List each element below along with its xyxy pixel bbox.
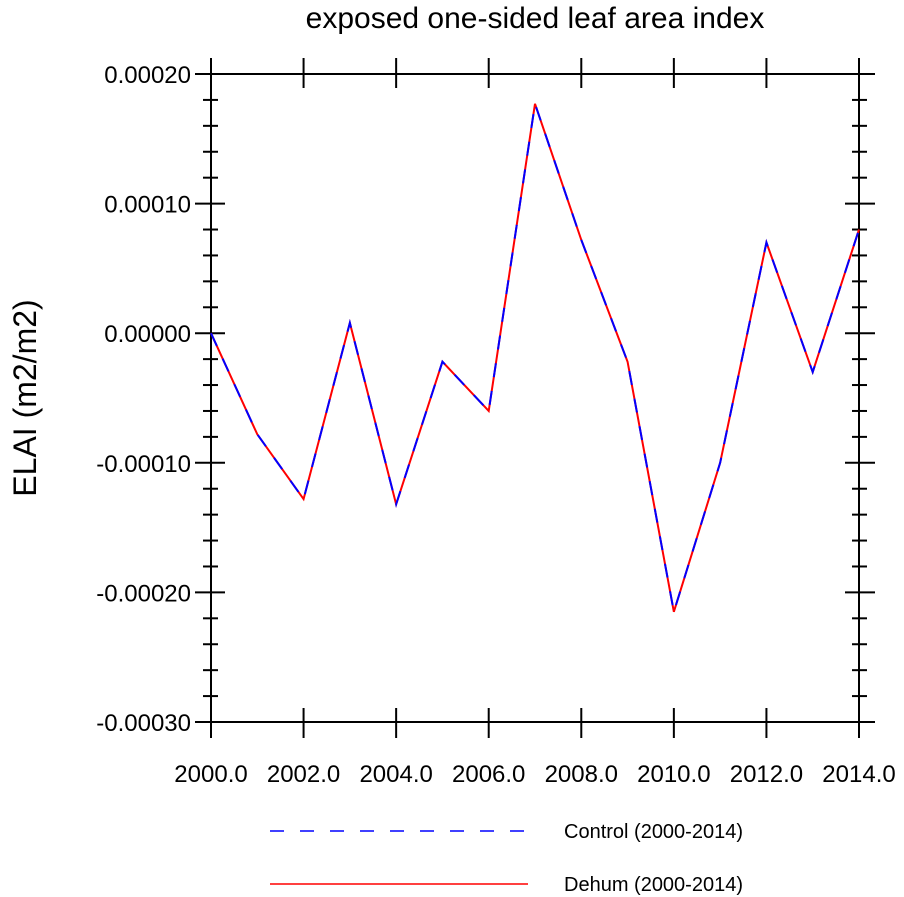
y-tick-label: -0.00030 [96, 710, 191, 737]
y-tick-label: 0.00000 [104, 321, 191, 348]
chart-title: exposed one-sided leaf area index [306, 2, 765, 35]
x-tick-label: 2014.0 [822, 761, 895, 788]
x-tick-label: 2002.0 [267, 761, 340, 788]
x-tick-label: 2010.0 [637, 761, 710, 788]
x-tick-label: 2012.0 [730, 761, 803, 788]
x-tick-label: 2000.0 [174, 761, 247, 788]
series-line-dehum [210, 103, 860, 613]
y-tick-label: 0.00010 [104, 192, 191, 219]
y-tick-label: -0.00020 [96, 580, 191, 607]
x-tick-label: 2008.0 [545, 761, 618, 788]
y-tick-label: -0.00010 [96, 451, 191, 478]
series-lines [210, 103, 860, 613]
legend: Control (2000-2014) Dehum (2000-2014) [270, 821, 743, 896]
plot-frame [210, 73, 860, 723]
y-tick-labels: 0.00020 0.00010 0.00000 -0.00010 -0.00020 -0.… [96, 62, 191, 737]
y-tick-label: 0.00020 [104, 62, 191, 89]
x-tick-labels: 2000.0 2002.0 2004.0 2006.0 2008.0 2010.0 2012… [174, 761, 895, 788]
axis-ticks [195, 58, 875, 738]
x-tick-label: 2004.0 [359, 761, 432, 788]
legend-label: Dehum (2000-2014) [564, 874, 743, 896]
series-line-control [210, 103, 860, 613]
x-tick-label: 2006.0 [452, 761, 525, 788]
y-axis-label: ELAI (m2/m2) [7, 299, 43, 496]
legend-label: Control (2000-2014) [564, 821, 743, 843]
